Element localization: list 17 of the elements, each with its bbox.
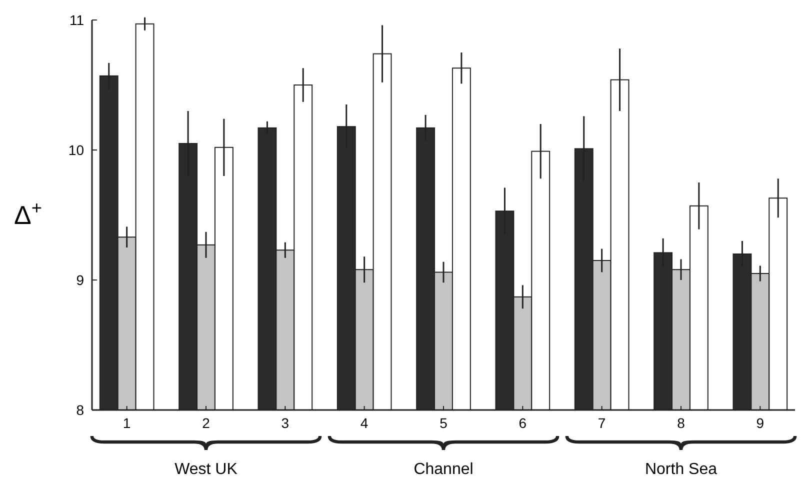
x-tick-label: 9	[756, 415, 764, 431]
x-tick-label: 5	[440, 415, 448, 431]
x-tick-label: 3	[281, 415, 290, 431]
text: West UK	[174, 461, 238, 478]
x-tick-label: 4	[360, 415, 368, 431]
x-tick-label: 6	[518, 415, 527, 431]
x-tick-label: 1	[122, 415, 131, 431]
y-tick-label: 8	[76, 402, 84, 418]
y-tick-label: 9	[76, 272, 84, 288]
x-tick-label: 8	[677, 415, 686, 431]
y-tick-label: 10	[68, 142, 84, 158]
text: Channel	[414, 461, 474, 478]
y-axis-title: Δ$^{+}$	[14, 198, 42, 230]
text: North Sea	[644, 461, 718, 478]
y-tick-label: 11	[69, 12, 84, 28]
x-tick-label: 7	[598, 415, 606, 431]
x-tick-label: 2	[202, 415, 210, 431]
